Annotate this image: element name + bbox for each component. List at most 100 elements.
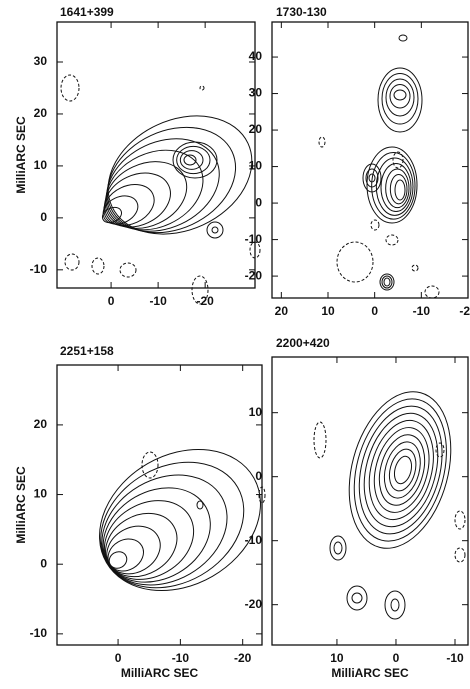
contour (378, 434, 426, 506)
y-tick-label: 30 (34, 54, 48, 68)
contour (365, 168, 379, 188)
y-tick-label: 0 (40, 210, 47, 224)
contour (380, 163, 412, 212)
y-tick-label: -20 (245, 268, 263, 282)
x-tick-label: -10 (149, 294, 167, 308)
contour (105, 149, 204, 231)
negative-contour (392, 151, 404, 169)
contour (383, 441, 421, 499)
contour (172, 141, 218, 179)
negative-contour (318, 136, 326, 148)
negative-contour (191, 275, 209, 305)
negative-contour (424, 285, 440, 299)
panel-frame (271, 21, 469, 299)
contour (99, 448, 261, 592)
y-tick-label: 0 (255, 195, 262, 209)
panel-frame (56, 364, 263, 646)
negative-contour (411, 264, 419, 272)
x-axis-label: MilliARC SEC (121, 666, 199, 680)
negative-contour (119, 262, 137, 278)
contour (381, 275, 393, 289)
contour (384, 590, 406, 620)
x-tick-label: -10 (446, 651, 464, 665)
negative-contour (258, 486, 266, 504)
contour (179, 150, 204, 170)
y-tick-label: 20 (249, 122, 263, 136)
contour (183, 154, 197, 166)
contour (383, 277, 391, 287)
contour (368, 173, 376, 183)
contour (101, 474, 228, 586)
contour (211, 226, 219, 234)
panel-title: 1730-130 (276, 5, 327, 19)
contour (373, 427, 430, 513)
panel-title: 1641+399 (60, 5, 114, 19)
negative-contour (336, 241, 374, 283)
contour (358, 405, 443, 535)
panel-frame (56, 21, 256, 289)
contour (103, 184, 155, 226)
y-tick-label: -10 (30, 626, 48, 640)
y-tick-label: 10 (249, 405, 263, 419)
negative-contour (60, 74, 80, 102)
contour (351, 592, 363, 604)
negative-contour (91, 257, 105, 275)
contour (381, 73, 419, 125)
contour (389, 174, 408, 205)
contour (104, 172, 171, 228)
contour (390, 598, 400, 612)
contour (353, 398, 447, 542)
negative-contour (454, 510, 466, 530)
contour (348, 391, 452, 549)
negative-contour (385, 234, 399, 246)
x-tick-label: -20 (234, 651, 252, 665)
contour (366, 146, 418, 224)
x-tick-label: 0 (108, 294, 115, 308)
negative-contour (249, 241, 261, 259)
panel-title: 2200+420 (276, 336, 330, 350)
contour (385, 168, 410, 209)
contour (206, 221, 224, 239)
contour (329, 535, 347, 561)
negative-contour (64, 253, 80, 271)
y-tick-label: 30 (249, 86, 263, 100)
contour (176, 145, 211, 175)
contour (333, 541, 343, 555)
y-tick-label: 0 (40, 556, 47, 570)
contour (375, 157, 414, 216)
contour (107, 115, 253, 235)
contour (388, 448, 417, 492)
y-tick-label: -10 (245, 533, 263, 547)
x-tick-label: 10 (321, 304, 335, 318)
panel-frame (271, 356, 469, 646)
contour (389, 84, 411, 109)
x-tick-label: 0 (115, 651, 122, 665)
contour (398, 34, 408, 42)
x-tick-label: 10 (330, 651, 344, 665)
panel-title: 2251+158 (60, 344, 114, 358)
negative-contour (313, 421, 327, 459)
contour (100, 461, 245, 589)
negative-contour (454, 547, 466, 563)
contour (371, 152, 416, 220)
x-tick-label: -10 (413, 304, 431, 318)
contour (393, 89, 407, 101)
contour (346, 585, 368, 611)
x-tick-label: 0 (371, 304, 378, 318)
contour (362, 163, 382, 193)
contour (379, 273, 395, 291)
y-tick-label: 20 (34, 417, 48, 431)
contour (106, 126, 237, 234)
negative-contour (199, 85, 205, 91)
contour (385, 78, 415, 117)
contour (196, 500, 204, 510)
y-tick-label: 40 (249, 49, 263, 63)
y-tick-label: -10 (30, 262, 48, 276)
y-tick-label: 10 (34, 487, 48, 501)
x-tick-label: -10 (172, 651, 190, 665)
y-tick-label: 20 (34, 106, 48, 120)
y-tick-label: 0 (255, 469, 262, 483)
x-tick-label: 20 (275, 304, 289, 318)
contour (106, 138, 220, 232)
